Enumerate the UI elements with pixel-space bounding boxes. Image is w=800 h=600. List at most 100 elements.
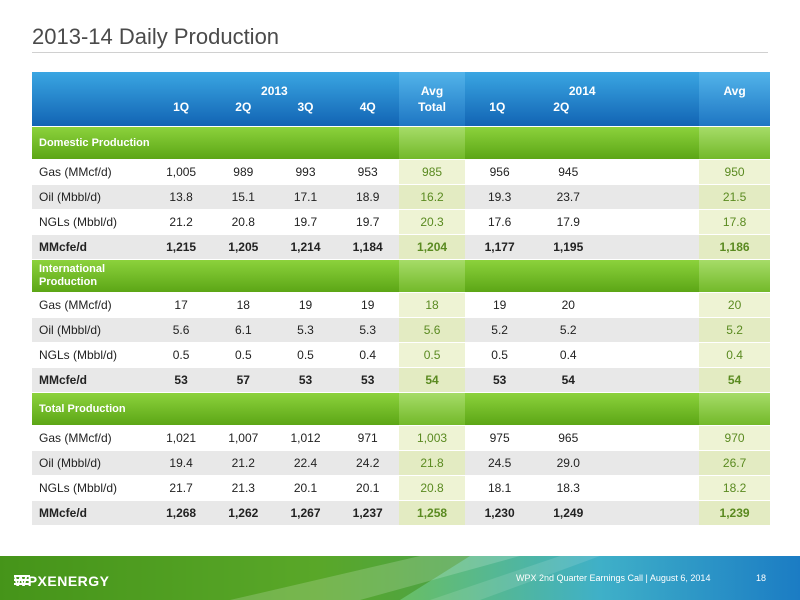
- row-value: 1,003: [398, 425, 466, 450]
- row-value: 945: [533, 159, 603, 184]
- quarters-2013: 1Q 2Q 3Q 4Q: [150, 99, 399, 115]
- q-blank-2014: [593, 99, 683, 115]
- row-value: [602, 292, 700, 317]
- section-header-cell: [398, 259, 466, 292]
- header-2014: 2014 1Q 2Q: [465, 72, 700, 126]
- row-value: 1,258: [398, 500, 466, 525]
- table-row: Oil (Mbbl/d) 19.4 21.2 22.4 24.2 21.8 24.5 29.0…: [32, 450, 770, 475]
- row-label: MMcfe/d: [32, 500, 150, 525]
- table-row: NGLs (Mbbl/d) 21.2 20.8 19.7 19.7 20.3 17.6 17.…: [32, 209, 770, 234]
- row-value: 18: [212, 292, 275, 317]
- row-label: NGLs (Mbbl/d): [32, 475, 150, 500]
- row-value: 22.4: [274, 450, 337, 475]
- section-header-cell: [699, 126, 770, 159]
- row-value: 1,249: [533, 500, 603, 525]
- row-value: 21.3: [212, 475, 275, 500]
- table-row: NGLs (Mbbl/d) 21.7 21.3 20.1 20.1 20.8 18.1 18.…: [32, 475, 770, 500]
- row-value: 53: [274, 367, 337, 392]
- row-value: 975: [465, 425, 534, 450]
- row-value: 20.1: [274, 475, 337, 500]
- row-value: 1,021: [149, 425, 213, 450]
- row-label: Oil (Mbbl/d): [32, 184, 150, 209]
- table-row: MMcfe/d 1,268 1,262 1,267 1,237 1,258 1,230 1,2…: [32, 500, 770, 525]
- row-value: 5.3: [274, 317, 337, 342]
- section-title: International Production: [32, 259, 150, 292]
- table-header-row: 2013 1Q 2Q 3Q 4Q Avg Total 2014 1Q 2Q: [32, 72, 770, 126]
- wpx-logo-icon: [14, 575, 30, 585]
- row-value: 0.5: [149, 342, 213, 367]
- row-value: 19: [336, 292, 399, 317]
- row-value: 5.2: [465, 317, 534, 342]
- section-header-cell: [212, 392, 275, 425]
- row-value: 19: [465, 292, 534, 317]
- row-value: 53: [336, 367, 399, 392]
- row-value: 20.8: [398, 475, 466, 500]
- row-value: [602, 367, 700, 392]
- total-label: Total: [418, 100, 446, 114]
- row-value: 19: [274, 292, 337, 317]
- q2-2014: 2Q: [553, 100, 570, 114]
- q1-2013: 1Q: [173, 100, 190, 114]
- title-divider: [32, 52, 768, 53]
- row-value: 19.7: [336, 209, 399, 234]
- section-header-cell: [602, 259, 700, 292]
- row-value: 993: [274, 159, 337, 184]
- table-row: Gas (MMcf/d) 1,021 1,007 1,012 971 1,003 975 96…: [32, 425, 770, 450]
- section-header-cell: [149, 126, 213, 159]
- row-value: 24.5: [465, 450, 534, 475]
- header-avg-2014: Avg: [699, 72, 770, 126]
- table-row: Gas (MMcf/d) 1,005 989 993 953 985 956 945 950: [32, 159, 770, 184]
- row-value: 23.7: [533, 184, 603, 209]
- section-header-cell: [602, 126, 700, 159]
- row-value: 21.5: [699, 184, 770, 209]
- row-value: 21.2: [149, 209, 213, 234]
- row-value: 54: [699, 367, 770, 392]
- section-header-cell: [398, 126, 466, 159]
- row-value: 0.5: [465, 342, 534, 367]
- row-label: MMcfe/d: [32, 234, 150, 259]
- row-value: 0.4: [533, 342, 603, 367]
- section-header-cell: [533, 392, 603, 425]
- section-header-cell: [699, 259, 770, 292]
- row-value: [602, 209, 700, 234]
- header-label-cell: [32, 72, 150, 126]
- row-value: 19.4: [149, 450, 213, 475]
- row-value: 54: [533, 367, 603, 392]
- table-row: Oil (Mbbl/d) 5.6 6.1 5.3 5.3 5.6 5.2 5.2 5.2: [32, 317, 770, 342]
- row-value: 0.5: [212, 342, 275, 367]
- row-value: 17.9: [533, 209, 603, 234]
- row-value: 1,195: [533, 234, 603, 259]
- logo-text: WPXENERGY: [14, 573, 110, 589]
- year-2013-label: 2013: [261, 84, 288, 98]
- row-value: 53: [465, 367, 534, 392]
- footer-band: WPXENERGY WPX 2nd Quarter Earnings Call …: [0, 556, 800, 600]
- row-value: [602, 450, 700, 475]
- section-header-row: Domestic Production: [32, 126, 770, 159]
- row-value: 1,267: [274, 500, 337, 525]
- row-value: 1,184: [336, 234, 399, 259]
- row-value: 1,215: [149, 234, 213, 259]
- section-header-cell: [465, 126, 534, 159]
- row-value: 19.7: [274, 209, 337, 234]
- row-value: 20.8: [212, 209, 275, 234]
- section-header-cell: [212, 126, 275, 159]
- row-value: 1,237: [336, 500, 399, 525]
- row-value: [602, 342, 700, 367]
- row-value: 5.6: [398, 317, 466, 342]
- row-value: 17.6: [465, 209, 534, 234]
- row-value: 989: [212, 159, 275, 184]
- row-value: [602, 425, 700, 450]
- row-value: 17: [149, 292, 213, 317]
- quarters-2014: 1Q 2Q: [465, 99, 699, 115]
- row-value: 5.2: [699, 317, 770, 342]
- section-header-cell: [336, 392, 399, 425]
- row-label: Gas (MMcf/d): [32, 159, 150, 184]
- row-value: 18: [398, 292, 466, 317]
- row-label: Oil (Mbbl/d): [32, 450, 150, 475]
- section-header-cell: [465, 392, 534, 425]
- row-value: 1,268: [149, 500, 213, 525]
- section-header-cell: [465, 259, 534, 292]
- table-row: MMcfe/d 53 57 53 53 54 53 54 54: [32, 367, 770, 392]
- row-value: 971: [336, 425, 399, 450]
- row-value: 6.1: [212, 317, 275, 342]
